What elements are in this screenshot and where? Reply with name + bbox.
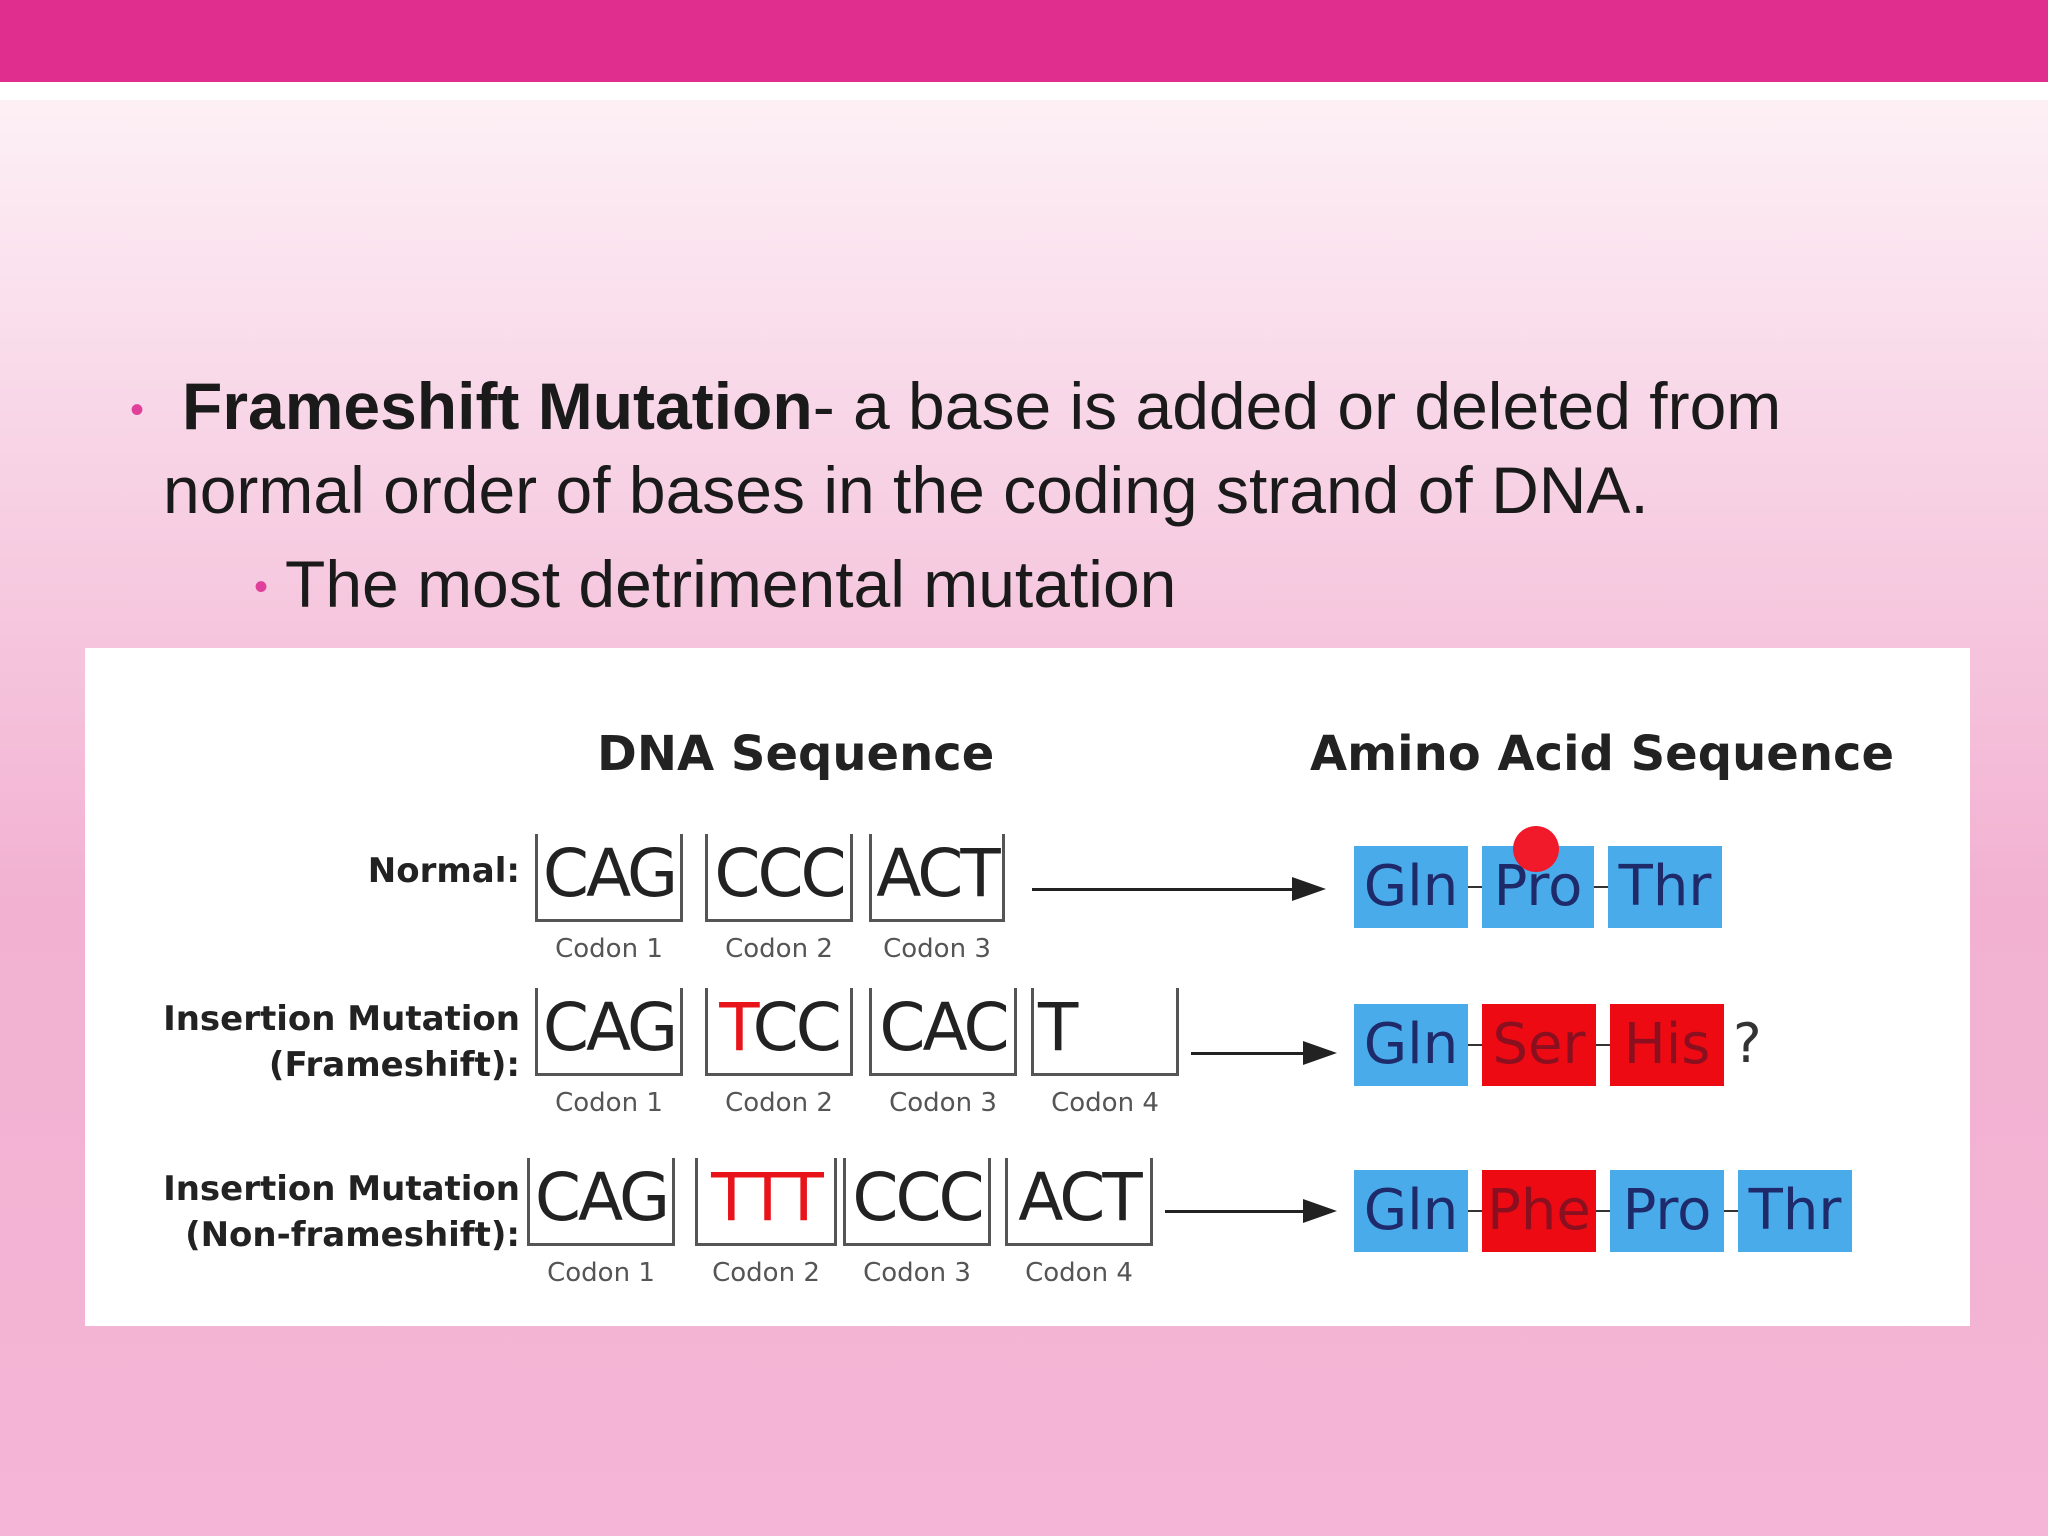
codon-label: Codon 3 [863, 1258, 971, 1288]
top-divider [0, 82, 2048, 100]
codon-seq: ACT [1018, 1159, 1142, 1236]
frameshift-figure: DNA Sequence Amino Acid Sequence Normal:… [85, 648, 1970, 1326]
amino-acid: His [1610, 1004, 1724, 1086]
codon-seq: CCC [714, 835, 846, 912]
peptide-bond [1724, 1210, 1738, 1212]
arrow-icon [1032, 877, 1326, 901]
bullet-line-1: Frameshift Mutation- a base is added or … [182, 368, 1781, 444]
amino-acid: Pro [1610, 1170, 1724, 1252]
amino-acid: Thr [1738, 1170, 1852, 1252]
codon-label: Codon 1 [547, 1258, 655, 1288]
bullet-term: Frameshift Mutation [182, 369, 813, 443]
codon-box: T [1031, 988, 1179, 1076]
inserted-base: T [719, 989, 755, 1066]
row-label-non-frameshift: Insertion Mutation (Non-frameshift): [125, 1166, 520, 1258]
amino-acid: Thr [1608, 846, 1722, 928]
codon-box: TCC [705, 988, 853, 1076]
codon-label: Codon 1 [555, 934, 663, 964]
codon-seq: ACT [876, 835, 1000, 912]
codon-seq: CAG [534, 1159, 670, 1236]
codon-label: Codon 3 [889, 1088, 997, 1118]
peptide-bond [1594, 886, 1608, 888]
sub-bullet-dot-icon: • [254, 565, 269, 609]
amino-acid: Phe [1482, 1170, 1596, 1252]
row-label-line: Insertion Mutation [163, 999, 520, 1039]
codon-seq: CAG [542, 835, 678, 912]
inserted-bases: TTT [711, 1159, 824, 1236]
sub-bullet: The most detrimental mutation [285, 547, 1177, 621]
codon-label: Codon 2 [725, 934, 833, 964]
codon-label: Codon 2 [712, 1258, 820, 1288]
codon-box: ACT [869, 834, 1005, 922]
bullet-dot-icon: • [130, 388, 145, 432]
row-label-line: (Frameshift): [268, 1045, 520, 1085]
amino-acid: Gln [1354, 1004, 1468, 1086]
codon-seq: CAG [542, 989, 678, 1066]
codon-label: Codon 1 [555, 1088, 663, 1118]
peptide-bond [1468, 1044, 1482, 1046]
codon-label: Codon 4 [1051, 1088, 1159, 1118]
row-label-line: Insertion Mutation [163, 1169, 520, 1209]
row-label-normal: Normal: [367, 851, 520, 891]
row-label-line: (Non-frameshift): [185, 1215, 520, 1255]
codon-box: TTT [695, 1158, 837, 1246]
laser-pointer-dot [1513, 826, 1559, 872]
codon-box: CAC [869, 988, 1017, 1076]
unknown-mark: ? [1733, 1012, 1762, 1075]
codon-box: ACT [1005, 1158, 1153, 1246]
peptide-bond [1596, 1044, 1610, 1046]
arrow-icon [1191, 1041, 1337, 1065]
bullet-rest: - a base is added or deleted from [812, 369, 1782, 443]
codon-seq: CC [752, 989, 842, 1066]
amino-acid: Ser [1482, 1004, 1596, 1086]
codon-box: CAG [535, 834, 683, 922]
amino-acid: Gln [1354, 1170, 1468, 1252]
codon-label: Codon 3 [883, 934, 991, 964]
codon-box: CAG [535, 988, 683, 1076]
codon-seq: CCC [852, 1159, 984, 1236]
codon-box: CAG [527, 1158, 675, 1246]
row-label-frameshift: Insertion Mutation (Frameshift): [125, 996, 520, 1088]
arrow-icon [1165, 1199, 1337, 1223]
codon-seq: T [1038, 989, 1078, 1066]
peptide-bond [1468, 1210, 1482, 1212]
aa-header: Amino Acid Sequence [1310, 726, 1894, 782]
peptide-bond [1596, 1210, 1610, 1212]
codon-label: Codon 2 [725, 1088, 833, 1118]
amino-acid: Gln [1354, 846, 1468, 928]
codon-seq: CAC [879, 989, 1009, 1066]
codon-label: Codon 4 [1025, 1258, 1133, 1288]
bullet-line-2: normal order of bases in the coding stra… [163, 453, 1649, 527]
top-accent-bar [0, 0, 2048, 82]
peptide-bond [1468, 886, 1482, 888]
codon-box: CCC [705, 834, 853, 922]
dna-header: DNA Sequence [597, 726, 995, 782]
codon-box: CCC [843, 1158, 991, 1246]
